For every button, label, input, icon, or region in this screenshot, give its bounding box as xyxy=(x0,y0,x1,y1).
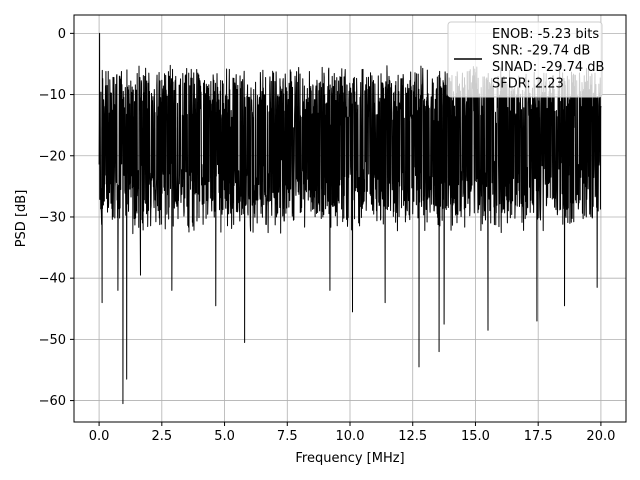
legend-text-sinad: SINAD: -29.74 dB xyxy=(492,60,604,75)
legend-text-enob: ENOB: -5.23 bits xyxy=(492,27,599,42)
series-psd-line xyxy=(98,32,602,405)
legend-text-sfdr: SFDR: 2.23 xyxy=(492,77,564,92)
y-tick-label: −30 xyxy=(39,210,66,225)
x-tick-label: 5.0 xyxy=(214,429,235,444)
series-psd xyxy=(98,32,602,405)
x-tick-label: 15.0 xyxy=(461,429,490,444)
y-tick-label: −60 xyxy=(39,394,66,409)
legend: ENOB: -5.23 bits SNR: -29.74 dB SINAD: -… xyxy=(447,21,604,98)
y-tick-label: −40 xyxy=(39,272,66,287)
y-tick-label: −50 xyxy=(39,333,66,348)
x-tick-label: 0.0 xyxy=(89,429,110,444)
x-tick-label: 7.5 xyxy=(277,429,298,444)
y-axis-label: PSD [dB] xyxy=(14,190,29,248)
y-tick-label: −20 xyxy=(39,149,66,164)
legend-text-snr: SNR: -29.74 dB xyxy=(492,44,590,59)
x-tick-label: 2.5 xyxy=(151,429,172,444)
x-axis-ticks: 0.0 2.5 5.0 7.5 10.0 12.5 15.0 17.5 20.0 xyxy=(89,422,615,444)
x-axis-label: Frequency [MHz] xyxy=(295,451,404,466)
plot-frame xyxy=(73,14,627,423)
y-tick-label: 0 xyxy=(58,27,66,42)
x-tick-label: 12.5 xyxy=(398,429,427,444)
y-tick-label: −10 xyxy=(39,88,66,103)
legend-box xyxy=(447,21,603,98)
x-tick-label: 10.0 xyxy=(336,429,365,444)
x-tick-label: 17.5 xyxy=(524,429,553,444)
x-tick-label: 20.0 xyxy=(586,429,615,444)
y-axis-ticks: 0 −10 −20 −30 −40 −50 −60 xyxy=(39,27,74,409)
